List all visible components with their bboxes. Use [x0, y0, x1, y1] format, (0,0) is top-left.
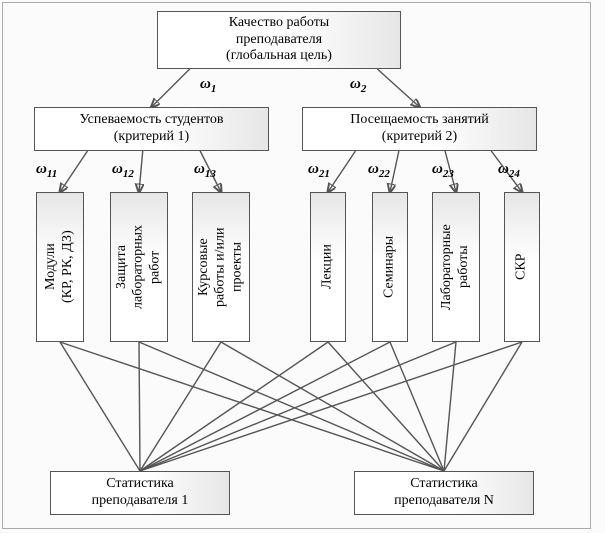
weight-w2: ω2 — [350, 76, 366, 95]
node-a12: Защиталабораторныхработ — [110, 192, 168, 342]
node-label: Семинары — [382, 236, 399, 298]
node-stat1: Статистикапреподавателя 1 — [50, 471, 230, 515]
node-label: Лекции — [320, 245, 337, 290]
node-label: Успеваемость студентов(критерий 1) — [79, 112, 223, 146]
node-crit1: Успеваемость студентов(критерий 1) — [34, 107, 269, 151]
weight-w11: ω11 — [36, 161, 57, 180]
weight-w23: ω23 — [432, 161, 454, 180]
node-label: Качество работыпреподавателя(глобальная … — [226, 15, 332, 65]
weight-w1: ω1 — [200, 76, 216, 95]
node-statN: Статистикапреподавателя N — [354, 471, 534, 515]
node-a22: Семинары — [372, 192, 408, 342]
node-root: Качество работыпреподавателя(глобальная … — [157, 11, 401, 69]
diagram-frame — [2, 2, 591, 529]
node-a24: СКР — [504, 192, 540, 342]
weight-w24: ω24 — [498, 161, 520, 180]
node-a13: Курсовыеработы и/илипроекты — [192, 192, 250, 342]
node-label: Статистикапреподавателя 1 — [92, 476, 189, 510]
node-a21: Лекции — [310, 192, 346, 342]
node-label: Посещаемость занятий(критерий 2) — [350, 112, 488, 146]
weight-w13: ω13 — [194, 161, 216, 180]
node-label: Защиталабораторныхработ — [114, 225, 164, 309]
weight-w12: ω12 — [112, 161, 134, 180]
node-label: Курсовыеработы и/илипроекты — [196, 227, 246, 307]
node-label: Лабораторныеработы — [439, 224, 473, 310]
weight-w22: ω22 — [368, 161, 390, 180]
node-a11: Модули(КР, РК, ДЗ) — [36, 192, 84, 342]
node-label: Модули(КР, РК, ДЗ) — [43, 231, 77, 304]
node-a23: Лабораторныеработы — [432, 192, 480, 342]
weight-w21: ω21 — [308, 161, 330, 180]
node-crit2: Посещаемость занятий(критерий 2) — [302, 107, 537, 151]
node-label: Статистикапреподавателя N — [394, 476, 494, 510]
node-label: СКР — [514, 254, 531, 280]
